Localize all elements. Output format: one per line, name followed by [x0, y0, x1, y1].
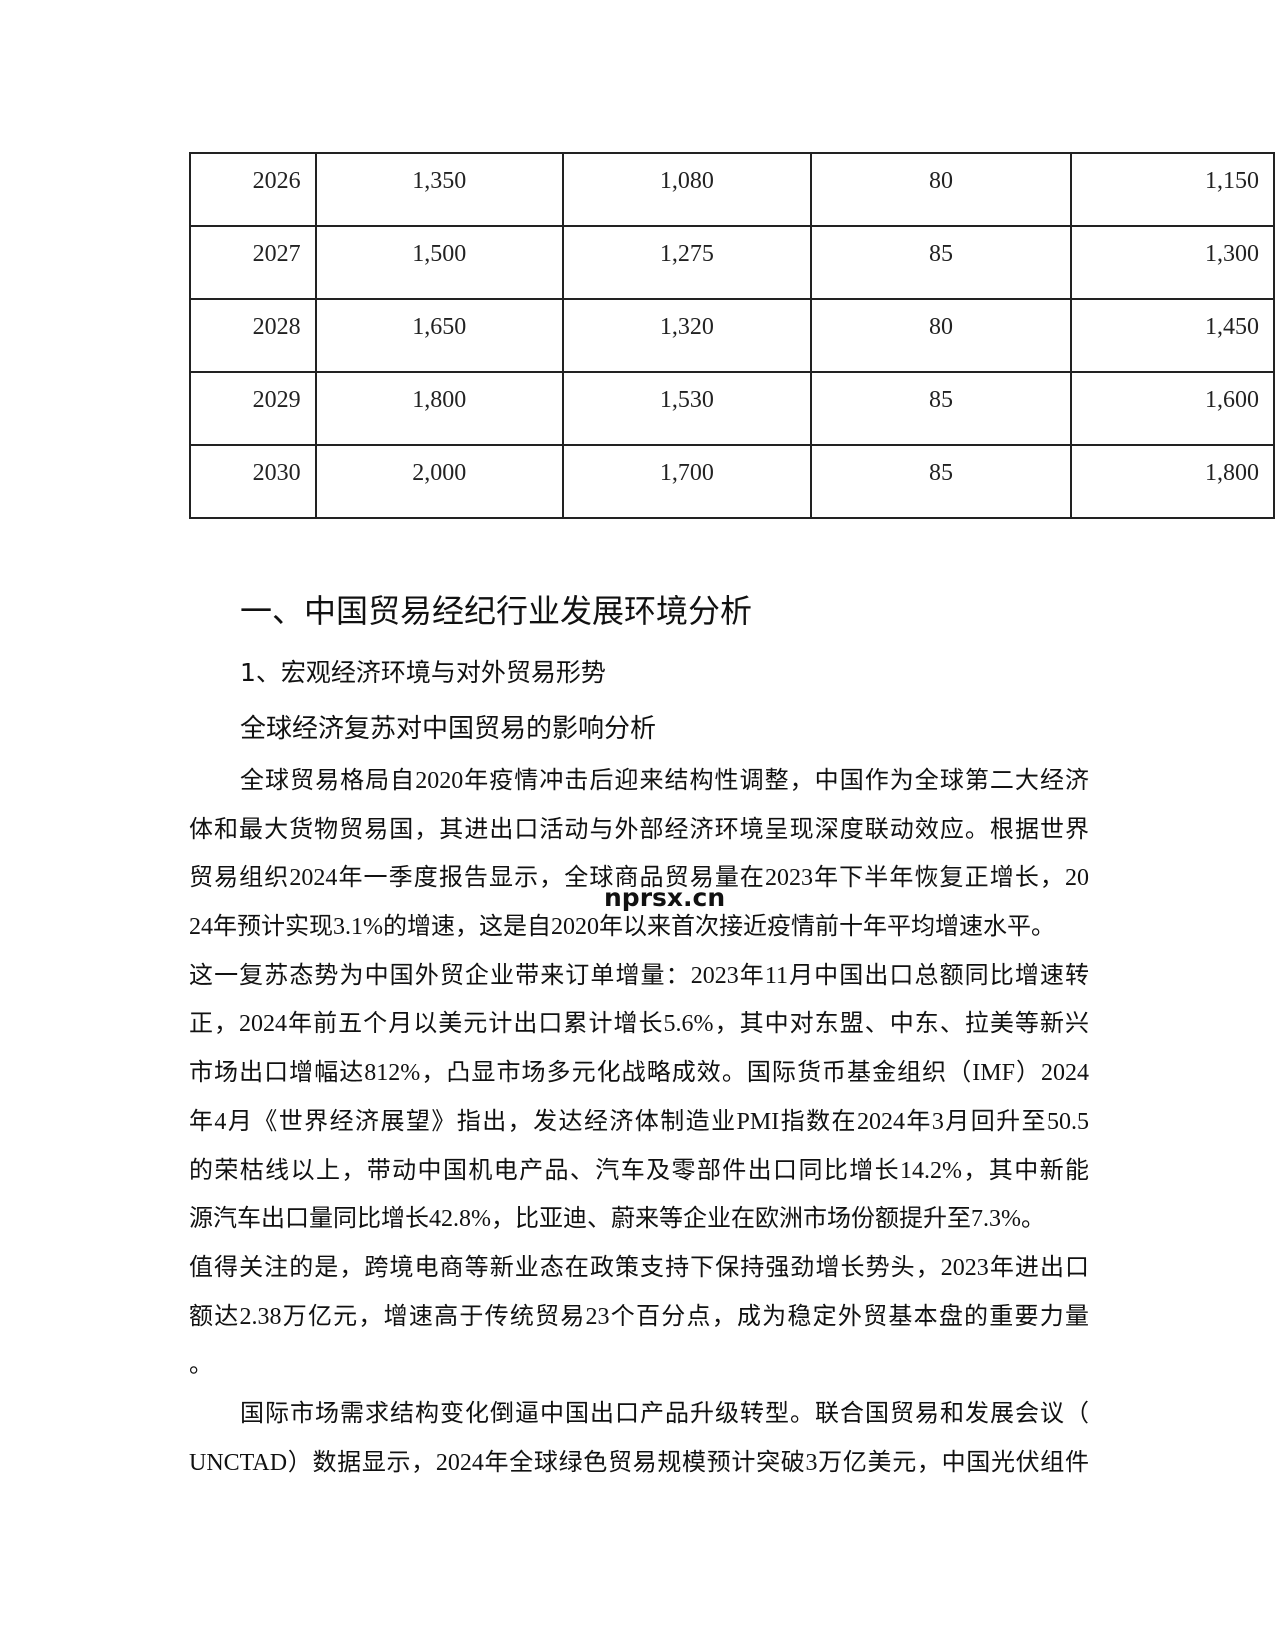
table-cell: 2028	[189, 298, 317, 373]
paragraph-line: 贸易组织2024年一季度报告显示，全球商品贸易量在2023年下半年恢复正增长，2…	[189, 865, 1089, 892]
table-cell: 2,000	[314, 444, 564, 519]
table-cell: 1,500	[314, 225, 564, 300]
paragraph-line: 正，2024年前五个月以美元计出口累计增长5.6%，其中对东盟、中东、拉美等新兴	[189, 1011, 1089, 1038]
table-cell: 2030	[189, 444, 317, 519]
paragraph-line: 年4月《世界经济展望》指出，发达经济体制造业PMI指数在2024年3月回升至50…	[189, 1108, 1089, 1135]
table-cell: 1,650	[314, 298, 564, 373]
table-cell: 1,350	[314, 152, 564, 227]
table-cell: 85	[810, 444, 1072, 519]
paragraph-line: UNCTAD）数据显示，2024年全球绿色贸易规模预计突破3万亿美元，中国光伏组…	[189, 1449, 1089, 1476]
paragraph-line: 。	[189, 1352, 213, 1379]
paragraph-line: 全球贸易格局自2020年疫情冲击后迎来结构性调整，中国作为全球第二大经济	[240, 768, 1089, 794]
table-row: 2027 1,500 1,275 85 1,300	[189, 225, 1275, 300]
paragraph-line: 的荣枯线以上，带动中国机电产品、汽车及零部件出口同比增长14.2%，其中新能	[189, 1157, 1089, 1184]
table-row: 2029 1,800 1,530 85 1,600	[189, 371, 1275, 446]
table-cell: 2026	[189, 152, 317, 227]
table-cell: 1,450	[1069, 298, 1275, 373]
paragraph-line: 额达2.38万亿元，增速高于传统贸易23个百分点，成为稳定外贸基本盘的重要力量	[189, 1303, 1089, 1330]
paragraph-line: 值得关注的是，跨境电商等新业态在政策支持下保持强劲增长势头，2023年进出口	[189, 1254, 1089, 1281]
paragraph-line: 体和最大货物贸易国，其进出口活动与外部经济环境呈现深度联动效应。根据世界	[189, 816, 1089, 843]
table-cell: 1,530	[561, 371, 813, 446]
table-cell: 1,700	[561, 444, 813, 519]
table-cell: 1,275	[561, 225, 813, 300]
table-cell: 85	[810, 371, 1072, 446]
table-cell: 2027	[189, 225, 317, 300]
subsection-heading: 1、宏观经济环境与对外贸易形势	[240, 658, 606, 687]
table-row: 2030 2,000 1,700 85 1,800	[189, 444, 1275, 519]
table-cell: 1,150	[1069, 152, 1275, 227]
topic-heading: 全球经济复苏对中国贸易的影响分析	[240, 714, 657, 744]
section-heading: 一、中国贸易经纪行业发展环境分析	[240, 592, 753, 630]
table-cell: 1,800	[1069, 444, 1275, 519]
table-cell: 1,300	[1069, 225, 1275, 300]
paragraph-line: 市场出口增幅达812%，凸显市场多元化战略成效。国际货币基金组织（IMF）202…	[189, 1060, 1089, 1087]
body-text: 全球贸易格局自2020年疫情冲击后迎来结构性调整，中国作为全球第二大经济体和最大…	[189, 764, 1089, 1494]
table-cell: 1,320	[561, 298, 813, 373]
table-row: 2028 1,650 1,320 80 1,450	[189, 298, 1275, 373]
table-cell: 2029	[189, 371, 317, 446]
table-cell: 80	[810, 298, 1072, 373]
paragraph-line: 源汽车出口量同比增长42.8%，比亚迪、蔚来等企业在欧洲市场份额提升至7.3%。	[189, 1206, 1045, 1233]
table-cell: 85	[810, 225, 1072, 300]
table-cell: 80	[810, 152, 1072, 227]
data-table: 2026 1,350 1,080 80 1,150 2027 1,500 1,275 85 1,3…	[189, 152, 1275, 519]
paragraph-line: 这一复苏态势为中国外贸企业带来订单增量：2023年11月中国出口总额同比增速转	[189, 962, 1089, 989]
table-row: 2026 1,350 1,080 80 1,150	[189, 152, 1275, 227]
table-cell: 1,600	[1069, 371, 1275, 446]
watermark: nprsx.cn	[604, 883, 726, 912]
table-cell: 1,080	[561, 152, 813, 227]
table-cell: 1,800	[314, 371, 564, 446]
paragraph-line: 国际市场需求结构变化倒逼中国出口产品升级转型。联合国贸易和发展会议（	[240, 1400, 1089, 1427]
paragraph-line: 24年预计实现3.1%的增速，这是自2020年以来首次接近疫情前十年平均增速水平…	[189, 914, 1055, 941]
